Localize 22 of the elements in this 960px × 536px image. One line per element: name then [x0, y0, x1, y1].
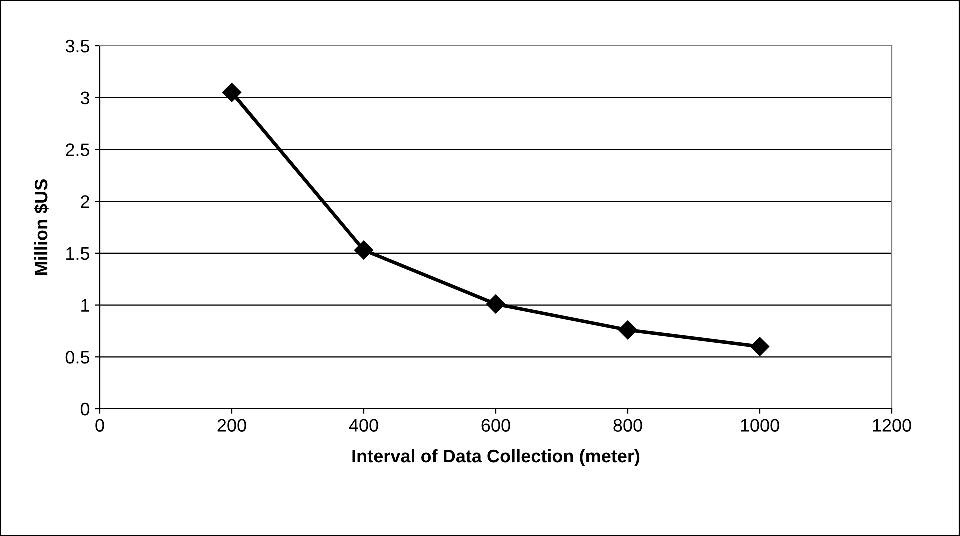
x-tick-label: 0 [96, 419, 104, 432]
point [618, 320, 638, 340]
x-axis-title: Interval of Data Collection (meter) [352, 449, 640, 466]
y-tick-label: 3.5 [66, 40, 90, 53]
y-tick-label: 3 [80, 92, 90, 105]
point [486, 294, 506, 314]
x-tick-label: 800 [614, 419, 642, 432]
x-tick-label: 600 [482, 419, 510, 432]
point [750, 337, 770, 356]
y-tick-label: 0.5 [66, 351, 90, 364]
x-tick-label: 400 [349, 419, 378, 432]
x-tick-label: 200 [218, 419, 246, 432]
x-tick-label: 1200 [873, 419, 912, 432]
y-tick-label: 2 [81, 196, 90, 208]
point [222, 83, 242, 102]
y-tick-label: 0 [80, 402, 90, 416]
y-axis-title: Million $US [34, 180, 49, 275]
x-tick-label: 1000 [741, 419, 780, 432]
y-tick-label: 2.5 [66, 144, 90, 156]
y-tick-label: 1 [82, 299, 90, 312]
y-tick-label: 1.5 [66, 248, 90, 260]
point [354, 240, 374, 260]
